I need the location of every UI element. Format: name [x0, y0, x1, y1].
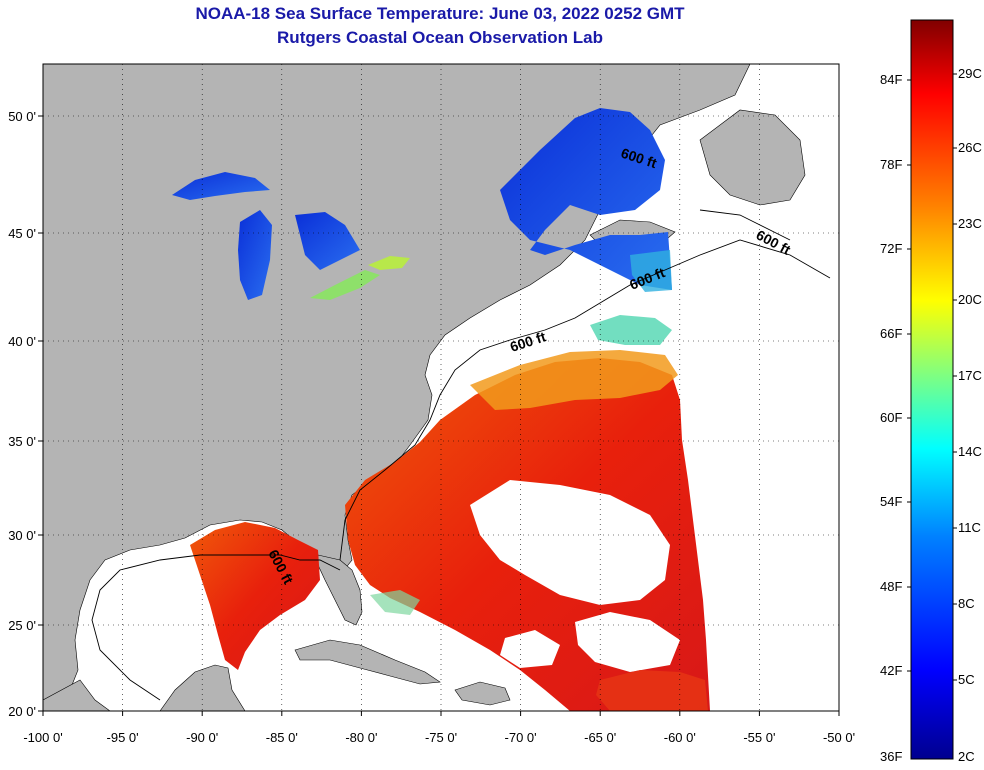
lon-tick-label: -85 0': [266, 730, 298, 745]
isobath-gulf-mexico: [91, 554, 341, 701]
lon-tick-label: -80 0': [345, 730, 377, 745]
sst-caribbean-warm: [596, 670, 708, 711]
isobath-atlantic: [339, 239, 831, 561]
lon-tick-label: -70 0': [505, 730, 537, 745]
cloud-gap-3: [500, 630, 560, 668]
colorbar-f-label: 72F: [880, 241, 902, 256]
land-yucatan: [159, 664, 246, 711]
lat-tick-label: 35 0': [8, 434, 36, 449]
colorbar-c-label: 29C: [958, 66, 982, 81]
sst-bahamas-mixed: [370, 590, 420, 615]
lat-tick-label: 20 0': [8, 704, 36, 719]
lake-ontario: [368, 256, 410, 270]
colorbar-f-label: 60F: [880, 410, 902, 425]
cloud-gap-2: [575, 612, 680, 672]
latitude-axis: 50 0' 45 0' 40 0' 35 0' 30 0' 25 0' 20 0': [8, 109, 43, 719]
land-newfoundland: [699, 109, 806, 206]
colorbar-f-label: 84F: [880, 72, 902, 87]
map-subtitle: Rutgers Coastal Ocean Observation Lab: [277, 28, 603, 47]
colorbar-f-label: 54F: [880, 494, 902, 509]
colorbar-c-label: 20C: [958, 292, 982, 307]
colorbar-f-label: 42F: [880, 663, 902, 678]
colorbar-celsius-labels: 29C 26C 23C 20C 17C 14C 11C 8C 5C 2C: [953, 66, 982, 764]
lon-tick-label: -55 0': [743, 730, 775, 745]
sst-gom-shelf: [630, 250, 672, 292]
land-florida: [317, 554, 363, 626]
colorbar-f-label: 66F: [880, 326, 902, 341]
colorbar-f-label: 48F: [880, 579, 902, 594]
longitude-axis: -100 0' -95 0' -90 0' -85 0' -80 0' -75 0' -70…: [23, 711, 855, 745]
colorbar: [910, 19, 954, 760]
lon-tick-label: -50 0': [823, 730, 855, 745]
land-cuba: [294, 639, 441, 685]
lon-tick-label: -90 0': [186, 730, 218, 745]
colorbar-c-label: 26C: [958, 140, 982, 155]
colorbar-c-label: 23C: [958, 216, 982, 231]
sst-midatlantic-band: [470, 350, 678, 410]
colorbar-fahrenheit-labels: 84F 78F 72F 66F 60F 54F 48F 42F 36F: [880, 72, 911, 764]
colorbar-f-label: 78F: [880, 157, 902, 172]
colorbar-c-label: 14C: [958, 444, 982, 459]
lon-tick-label: -100 0': [23, 730, 62, 745]
lake-michigan: [238, 210, 272, 300]
lake-huron: [295, 212, 360, 270]
isobath-nova-scotia: [699, 209, 791, 241]
lon-tick-label: -95 0': [107, 730, 139, 745]
land-hispaniola: [454, 681, 511, 706]
lon-tick-label: -75 0': [425, 730, 457, 745]
colorbar-c-label: 5C: [958, 672, 975, 687]
colorbar-c-label: 11C: [958, 520, 981, 535]
colorbar-c-label: 2C: [958, 749, 975, 764]
lake-superior: [172, 172, 270, 200]
lat-tick-label: 25 0': [8, 618, 36, 633]
cloud-gap-1: [470, 480, 670, 605]
lat-tick-label: 30 0': [8, 528, 36, 543]
colorbar-f-label: 36F: [880, 749, 902, 764]
sst-shelf-patch: [590, 315, 672, 345]
colorbar-c-label: 8C: [958, 596, 975, 611]
lon-tick-label: -60 0': [664, 730, 696, 745]
lake-erie: [310, 270, 380, 300]
colorbar-c-label: 17C: [958, 368, 982, 383]
lon-tick-label: -65 0': [584, 730, 616, 745]
sst-gulf-mexico-warm: [190, 522, 320, 670]
gulf-st-lawrence: [500, 108, 672, 290]
land-mexico: [43, 679, 111, 711]
map-title: NOAA-18 Sea Surface Temperature: June 03…: [195, 4, 685, 23]
lat-tick-label: 50 0': [8, 109, 36, 124]
lat-tick-label: 45 0': [8, 226, 36, 241]
lat-tick-label: 40 0': [8, 334, 36, 349]
